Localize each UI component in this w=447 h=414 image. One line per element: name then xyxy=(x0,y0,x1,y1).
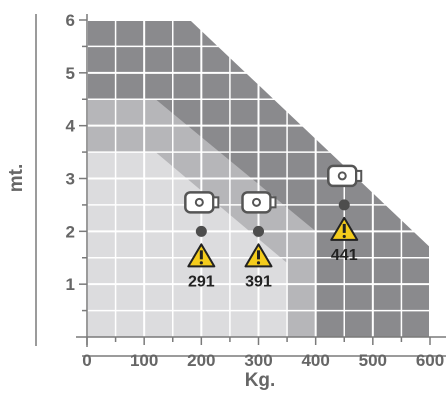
y-tick-label: 1 xyxy=(66,275,75,294)
x-axis-label: Kg. xyxy=(245,370,276,391)
camera-body xyxy=(327,164,358,188)
camera-icon xyxy=(327,164,363,188)
camera-icon xyxy=(241,191,277,214)
marker-391: 391 xyxy=(241,191,277,290)
point-dot xyxy=(195,225,207,237)
marker-441: 441 xyxy=(327,164,363,264)
marker-label: 291 xyxy=(188,273,215,290)
y-axis-label: mt. xyxy=(6,164,27,193)
warning-icon xyxy=(244,243,273,268)
y-tick-label: 3 xyxy=(66,170,75,189)
markers: 291 391 441 xyxy=(184,164,363,290)
y-tick-label: 6 xyxy=(66,11,75,30)
warning-bang-dot xyxy=(342,234,346,239)
warning-icon xyxy=(330,216,359,241)
warning-icon xyxy=(187,243,216,268)
camera-icon xyxy=(184,191,220,214)
warning-bang xyxy=(257,250,260,260)
camera-body xyxy=(241,191,272,214)
x-tick-label: 600 xyxy=(416,351,444,370)
zone-inner xyxy=(87,152,288,337)
marker-291: 291 xyxy=(184,191,220,290)
camera-lens-mount xyxy=(269,196,277,209)
warning-bang xyxy=(199,250,203,260)
axes xyxy=(35,14,446,357)
marker-label: 391 xyxy=(245,273,272,290)
camera-body xyxy=(184,191,215,214)
x-tick-label: 0 xyxy=(82,351,91,370)
camera-lens xyxy=(252,197,261,207)
warning-bang xyxy=(342,223,346,233)
tick-labels: 0 100 200 300 400 500 600 1 2 3 4 5 6 xyxy=(66,11,445,370)
y-tick-label: 5 xyxy=(66,64,75,83)
x-tick-label: 300 xyxy=(244,351,272,370)
x-tick-label: 100 xyxy=(130,351,158,370)
warning-bang-dot xyxy=(199,261,203,265)
x-tick-label: 500 xyxy=(359,351,387,370)
point-dot xyxy=(253,225,264,237)
y-tick-label: 4 xyxy=(66,117,76,136)
camera-lens-mount xyxy=(212,196,220,209)
x-tick-label: 400 xyxy=(301,351,329,370)
warning-bang-dot xyxy=(256,261,261,265)
y-tick-label: 2 xyxy=(66,222,75,241)
marker-label: 441 xyxy=(331,247,358,264)
camera-lens xyxy=(337,171,347,181)
camera-lens xyxy=(194,197,204,207)
camera-lens-mount xyxy=(355,169,363,182)
point-dot xyxy=(338,199,350,211)
x-tick-label: 200 xyxy=(187,351,215,370)
